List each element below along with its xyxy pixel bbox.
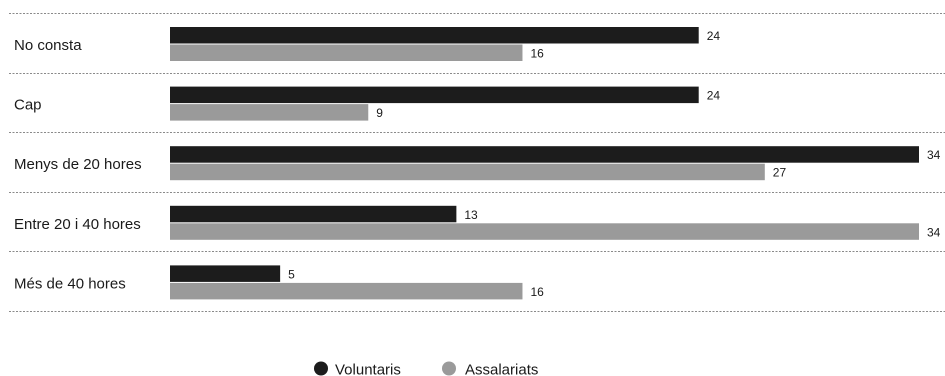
bar-voluntaris	[170, 265, 281, 282]
bar-assalariats	[170, 104, 369, 121]
bars	[170, 27, 919, 300]
category-labels: No consta Cap Menys de 20 hores Entre 20 i …	[14, 37, 142, 292]
data-label: 16	[530, 285, 544, 299]
bar-assalariats	[170, 163, 765, 181]
bar-voluntaris	[170, 205, 457, 223]
bar-voluntaris	[170, 86, 699, 104]
legend-swatch-voluntaris	[314, 361, 328, 376]
row-separators	[9, 13, 945, 312]
data-label: 9	[376, 106, 383, 120]
category-label: Menys de 20 hores	[14, 156, 142, 173]
legend-label-assalariats: Assalariats	[465, 362, 538, 376]
category-label: Més de 40 hores	[14, 275, 126, 292]
value-labels: 24 16 24 9 34 27 13 34 5 16	[288, 29, 941, 299]
bar-assalariats	[170, 282, 523, 300]
bar-assalariats	[170, 223, 919, 240]
data-label: 34	[927, 148, 941, 162]
data-label: 34	[927, 225, 941, 239]
data-label: 13	[464, 208, 478, 222]
data-label: 27	[773, 166, 787, 180]
category-label: Entre 20 i 40 hores	[14, 216, 141, 233]
legend-swatch-assalariats	[442, 361, 456, 376]
data-label: 5	[288, 267, 295, 281]
legend: Voluntaris Assalariats	[314, 361, 538, 376]
data-label: 24	[707, 89, 721, 103]
data-label: 24	[707, 29, 721, 43]
category-label: No consta	[14, 37, 82, 54]
bar-assalariats	[170, 44, 523, 61]
data-label: 16	[530, 47, 544, 61]
category-label: Cap	[14, 97, 42, 114]
bar-voluntaris	[170, 146, 919, 163]
legend-label-voluntaris: Voluntaris	[335, 362, 401, 376]
bar-voluntaris	[170, 27, 699, 44]
